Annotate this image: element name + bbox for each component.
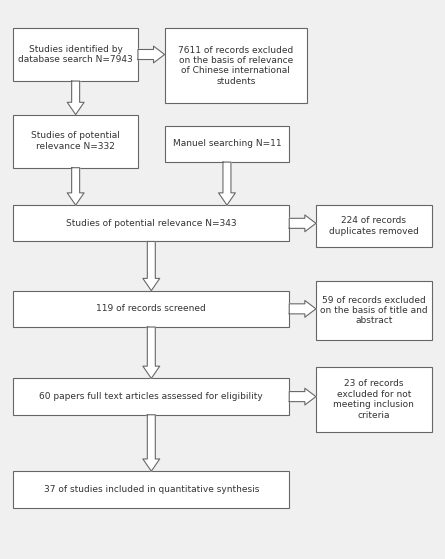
Text: 60 papers full text articles assessed for eligibility: 60 papers full text articles assessed fo… [40, 392, 263, 401]
Bar [13, 471, 289, 508]
Bar [13, 115, 138, 168]
Text: 119 of records screened: 119 of records screened [97, 304, 206, 314]
Polygon shape [143, 241, 160, 291]
Polygon shape [218, 162, 235, 205]
Bar [165, 126, 289, 162]
Polygon shape [67, 81, 84, 115]
Text: 37 of studies included in quantitative synthesis: 37 of studies included in quantitative s… [44, 485, 259, 494]
Polygon shape [289, 215, 316, 232]
Bar [13, 291, 289, 327]
Polygon shape [67, 168, 84, 205]
Polygon shape [143, 415, 160, 471]
Text: Studies identified by
database search N=7943: Studies identified by database search N=… [18, 45, 133, 64]
Bar [13, 205, 289, 241]
Bar [13, 378, 289, 415]
Text: 59 of records excluded
on the basis of title and
abstract: 59 of records excluded on the basis of t… [320, 296, 428, 325]
Text: Studies of potential relevance N=343: Studies of potential relevance N=343 [66, 219, 237, 228]
Text: 224 of records
duplicates removed: 224 of records duplicates removed [329, 216, 419, 236]
Bar [13, 28, 138, 81]
Text: Studies of potential
relevance N=332: Studies of potential relevance N=332 [31, 131, 120, 151]
Text: 23 of records
excluded for not
meeting inclusion
criteria: 23 of records excluded for not meeting i… [333, 380, 414, 419]
Bar [316, 281, 432, 340]
Polygon shape [289, 388, 316, 405]
Bar [165, 28, 307, 103]
Bar [316, 205, 432, 247]
Polygon shape [138, 46, 165, 63]
Text: 7611 of records excluded
on the basis of relevance
of Chinese international
stud: 7611 of records excluded on the basis of… [178, 46, 293, 86]
Bar [316, 367, 432, 432]
Polygon shape [289, 301, 316, 318]
Text: Manuel searching N=11: Manuel searching N=11 [173, 139, 281, 149]
Polygon shape [143, 327, 160, 378]
